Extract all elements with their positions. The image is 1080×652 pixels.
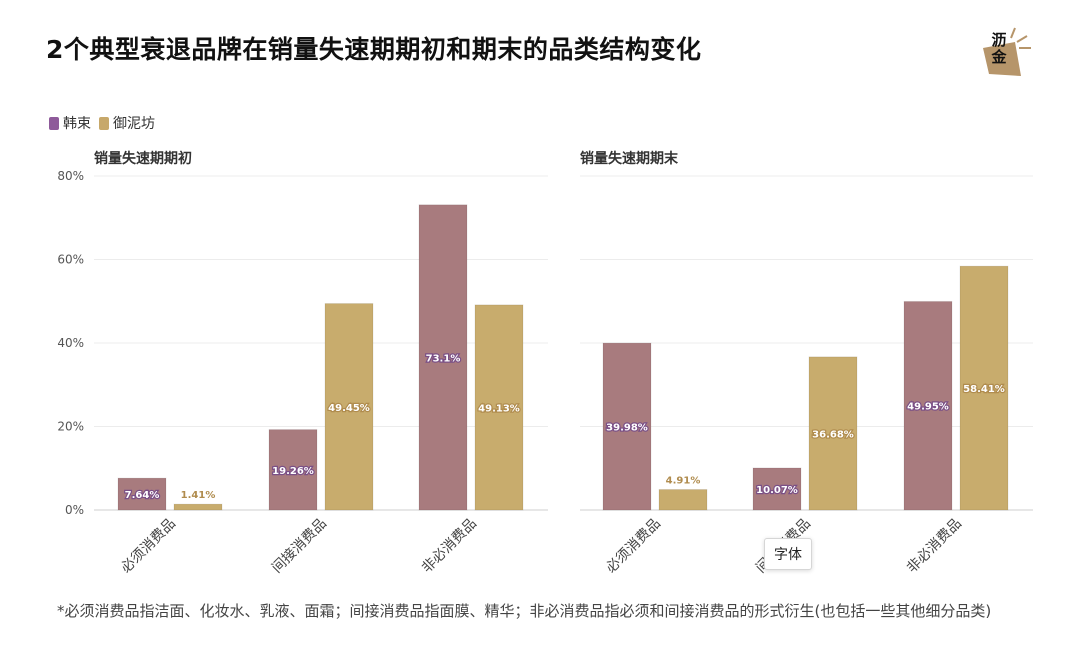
data-label: 4.91% bbox=[666, 476, 701, 487]
x-category-label: 必须消费品 bbox=[603, 516, 664, 577]
chart-legend: 韩束 御泥坊 bbox=[49, 113, 155, 133]
bar bbox=[268, 429, 318, 511]
page-title: 2个典型衰退品牌在销量失速期期初和期末的品类结构变化 bbox=[46, 35, 702, 64]
data-label: 49.95% bbox=[907, 402, 949, 413]
bar bbox=[117, 477, 167, 511]
panel-title-end: 销量失速期期末 bbox=[580, 151, 678, 167]
data-label: 73.1% bbox=[426, 353, 461, 364]
x-category-label: 非必消费品 bbox=[904, 516, 965, 577]
legend-swatch-yunifang bbox=[99, 116, 109, 130]
bar bbox=[903, 300, 953, 511]
y-tick-label: 0% bbox=[65, 503, 84, 517]
data-label: 36.68% bbox=[812, 429, 854, 440]
legend-swatch-hanshu bbox=[49, 116, 59, 130]
bar bbox=[173, 503, 223, 511]
x-category-label: 必须消费品 bbox=[118, 516, 179, 577]
data-label: 58.41% bbox=[963, 384, 1005, 395]
data-label: 39.98% bbox=[606, 423, 648, 434]
bar bbox=[959, 265, 1009, 511]
x-category-label: 非必消费品 bbox=[419, 516, 480, 577]
bar bbox=[418, 204, 468, 511]
legend-label: 御泥坊 bbox=[113, 116, 155, 132]
data-label: 10.07% bbox=[756, 485, 798, 496]
bar bbox=[602, 342, 652, 511]
legend-item-hanshu[interactable]: 韩束 bbox=[49, 113, 91, 133]
data-label: 19.26% bbox=[272, 466, 314, 477]
data-label: 7.64% bbox=[125, 490, 160, 501]
y-tick-label: 60% bbox=[57, 253, 84, 267]
legend-item-yunifang[interactable]: 御泥坊 bbox=[99, 113, 155, 133]
panel-title-start: 销量失速期期初 bbox=[94, 151, 192, 167]
y-tick-label: 80% bbox=[57, 169, 84, 183]
brand-logo bbox=[983, 27, 1031, 76]
bar bbox=[752, 467, 802, 511]
data-label: 49.13% bbox=[478, 403, 520, 414]
bar bbox=[474, 304, 524, 511]
brand-logo-text: 沥 金 bbox=[991, 31, 1007, 66]
x-category-label: 间接消费品 bbox=[268, 515, 330, 577]
data-label: 49.45% bbox=[328, 403, 370, 414]
bar bbox=[808, 356, 858, 511]
font-tooltip: 字体 bbox=[764, 538, 812, 570]
y-tick-label: 20% bbox=[57, 420, 84, 434]
data-label: 1.41% bbox=[181, 490, 216, 501]
bar bbox=[324, 303, 374, 511]
bar bbox=[658, 489, 708, 511]
footnote: *必须消费品指洁面、化妆水、乳液、面霜；间接消费品指面膜、精华；非必消费品指必须… bbox=[57, 602, 992, 620]
legend-label: 韩束 bbox=[63, 116, 91, 132]
y-tick-label: 40% bbox=[57, 336, 84, 350]
